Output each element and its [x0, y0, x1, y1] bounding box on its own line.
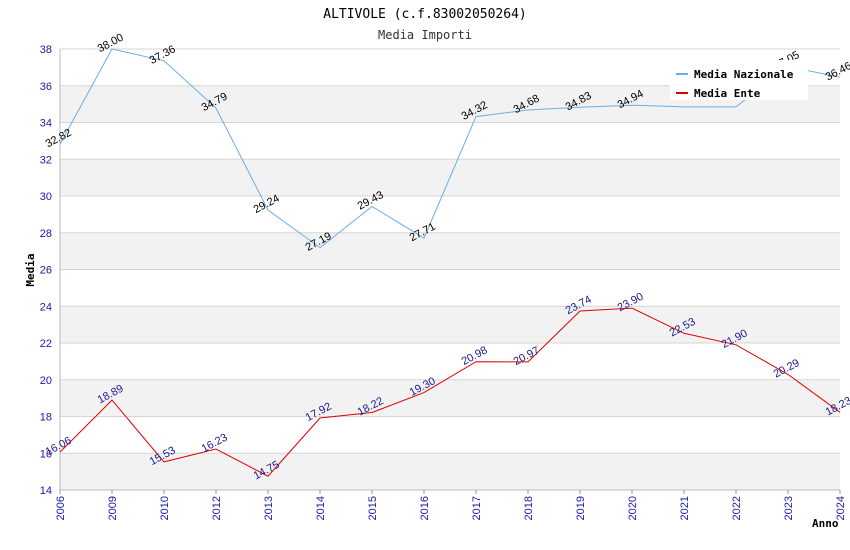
x-tick-label: 2006: [55, 496, 67, 520]
y-tick-label: 18: [40, 412, 52, 424]
legend-entry: Media Ente: [694, 87, 761, 100]
background-band: [60, 416, 840, 454]
series-lines: [59, 48, 841, 477]
y-tick-label: 20: [40, 375, 52, 387]
legend-entry: Media Nazionale: [694, 68, 794, 81]
x-axis-label: Anno: [812, 517, 839, 530]
x-axis-ticks: 2006 2009 2010 2012 2013 2014 2015 2016 2017 2018…: [55, 490, 847, 520]
background-band: [60, 269, 840, 307]
chart-subtitle: Media Importi: [378, 28, 472, 42]
background-bands: [60, 49, 840, 490]
y-tick-label: 14: [40, 485, 52, 497]
x-tick-label: 2016: [419, 496, 431, 520]
x-tick-label: 2012: [211, 496, 223, 520]
x-tick-label: 2017: [471, 496, 483, 520]
x-tick-label: 2015: [367, 496, 379, 520]
x-tick-label: 2013: [263, 496, 275, 520]
x-tick-label: 2022: [731, 496, 743, 520]
background-band: [60, 232, 840, 270]
y-tick-label: 26: [40, 265, 52, 277]
series-line-media-ente: [59, 307, 841, 477]
x-tick-label: 2023: [783, 496, 795, 520]
legend: Media Nazionale Media Ente: [670, 60, 808, 100]
x-tick-label: 2014: [315, 496, 327, 520]
background-band: [60, 379, 840, 417]
y-tick-label: 22: [40, 338, 52, 350]
y-axis-label: Media: [24, 253, 37, 286]
y-tick-label: 24: [40, 301, 52, 313]
y-tick-label: 16: [40, 448, 52, 460]
y-tick-label: 32: [40, 154, 52, 166]
x-tick-label: 2021: [679, 496, 691, 520]
x-tick-label: 2018: [523, 496, 535, 520]
y-axis-ticks: 14 16 18 20 22 24 26 28 30 32 34 36 38: [40, 44, 52, 497]
x-tick-label: 2024: [835, 496, 847, 520]
chart-title: ALTIVOLE (c.f.83002050264): [323, 7, 527, 22]
gridlines: [59, 48, 840, 491]
y-tick-label: 34: [40, 118, 52, 130]
background-band: [60, 343, 840, 380]
series-line-media-nazionale: [59, 48, 841, 249]
background-band: [60, 306, 840, 343]
y-tick-label: 38: [40, 44, 52, 56]
background-band: [60, 196, 840, 233]
x-tick-label: 2020: [627, 496, 639, 520]
legend-box: [670, 60, 808, 100]
y-tick-label: 28: [40, 228, 52, 240]
x-tick-label: 2009: [107, 496, 119, 520]
y-tick-label: 30: [40, 191, 52, 203]
background-band: [60, 453, 840, 490]
x-tick-label: 2019: [575, 496, 587, 520]
y-tick-label: 36: [40, 81, 52, 93]
x-tick-label: 2010: [159, 496, 171, 520]
background-band: [60, 122, 840, 160]
